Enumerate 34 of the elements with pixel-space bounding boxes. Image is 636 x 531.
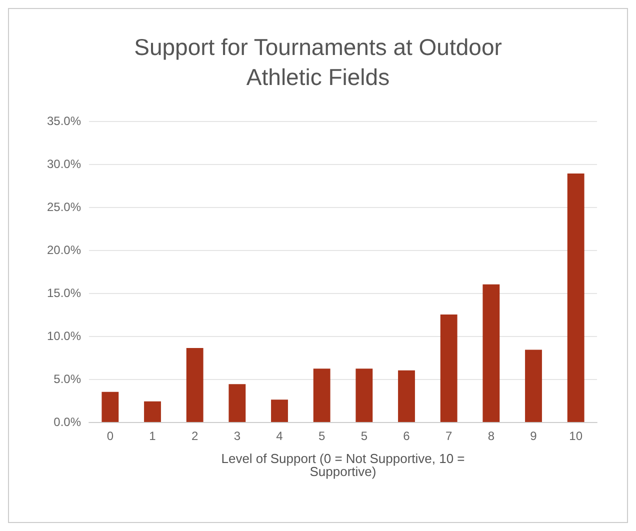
x-tick-label: 5 — [318, 429, 326, 443]
x-tick-label: 4 — [276, 429, 284, 443]
x-tick-label: 8 — [488, 429, 495, 443]
y-tick-label: 5.0% — [54, 372, 82, 386]
x-tick-label: 0 — [106, 429, 114, 443]
y-tick-label: 20.0% — [46, 243, 82, 257]
bar — [144, 401, 161, 422]
bar — [102, 392, 119, 422]
bar — [398, 370, 415, 422]
bar — [313, 368, 330, 422]
y-tick-label: 35.0% — [46, 114, 82, 128]
x-tick-label: 10 — [569, 429, 583, 443]
chart-title: Support for Tournaments at Outdoor Athletic Fields — [134, 34, 502, 90]
y-tick-label: 10.0% — [46, 329, 82, 343]
y-tick-label: 30.0% — [46, 157, 82, 171]
bar — [271, 400, 288, 422]
y-tick-label: 15.0% — [46, 286, 82, 300]
x-tick-label: 9 — [530, 429, 538, 443]
x-tick-label: 3 — [234, 429, 241, 443]
bar — [525, 350, 542, 422]
x-tick-label: 2 — [191, 429, 198, 443]
x-tick-label: 7 — [445, 429, 452, 443]
x-axis-title: Level of Support (0 = Not Supportive, 10 = Supportive) — [221, 451, 465, 479]
bar — [482, 284, 500, 422]
bar — [228, 384, 246, 422]
bar — [567, 173, 584, 422]
y-tick-label: 0.0% — [54, 415, 82, 429]
x-tick-label: 5 — [360, 429, 368, 443]
x-tick-label: 1 — [149, 429, 156, 443]
y-tick-label: 25.0% — [46, 200, 82, 214]
bar — [356, 368, 373, 422]
x-tick-label: 6 — [403, 429, 410, 443]
bar — [440, 314, 458, 422]
bar — [186, 348, 204, 422]
